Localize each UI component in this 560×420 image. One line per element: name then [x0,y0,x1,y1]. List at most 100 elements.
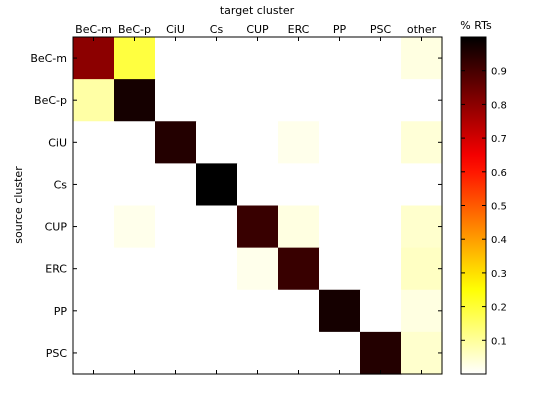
x-axis-ticks: BeC-m BeC-p CiU Cs CUP ERC PP PSC other [75,23,437,374]
heatmap-cell [114,163,156,207]
heatmap-cell [73,121,115,164]
heatmap-cell [155,247,197,291]
colorbar-tick-label: 0.7 [491,134,507,145]
heatmap-cell [278,247,320,291]
heatmap-cell [196,205,238,249]
heatmap-cell [360,247,402,291]
y-axis-label: source cluster [12,166,25,244]
x-tick-label: other [407,23,437,36]
heatmap-cell [155,289,197,333]
heatmap-cell [196,289,238,333]
heatmap-cell [401,37,443,80]
colorbar-tick-label: 0.2 [491,303,507,314]
heatmap-cell [237,205,279,249]
heatmap-cell [319,205,361,249]
y-axis-ticks: BeC-m BeC-p CiU Cs CUP ERC PP PSC [30,52,442,360]
heatmap-cell [73,331,115,375]
heatmap-cell [360,121,402,164]
colorbar-tick-label: 0.3 [491,269,507,280]
heatmap-cell [278,331,320,375]
y-tick-label: ERC [45,263,67,276]
heatmap-cell [319,37,361,80]
heatmap-cell [360,79,402,122]
heatmap-cell [196,121,238,164]
heatmap-cell [360,37,402,80]
heatmap-cell [237,37,279,80]
heatmap-cell [114,121,156,164]
heatmap-cell [114,247,156,291]
y-tick-label: CiU [48,136,67,149]
heatmap-cell [196,37,238,80]
heatmap-cell [73,37,115,80]
heatmap-cell [278,205,320,249]
y-tick-label: BeC-p [34,94,67,107]
heatmap-cell [73,163,115,207]
colorbar [460,36,487,375]
colorbar-tick-label: 0.5 [491,202,507,213]
heatmap-cell [401,121,443,164]
heatmap-cell [114,331,156,375]
heatmap-cell [278,163,320,207]
heatmap-cell [319,163,361,207]
heatmap-cell [237,289,279,333]
heatmap-cell [155,331,197,375]
heatmap-cell [360,289,402,333]
heatmap-cell [155,79,197,122]
heatmap-cell [401,205,443,249]
heatmap-cell [401,79,443,122]
heatmap-cell [73,205,115,249]
heatmap-cell [360,331,402,375]
heatmap-cell [319,247,361,291]
heatmap-cell [401,331,443,375]
y-tick-label: PP [54,305,68,318]
heatmap-cell [237,331,279,375]
heatmap-cell [319,289,361,333]
heatmap-cell [278,37,320,80]
heatmap-cell [319,121,361,164]
x-axis-label: target cluster [220,4,295,17]
colorbar-label: % RTs [460,19,492,32]
x-tick-label: CiU [166,23,185,36]
y-tick-label: CUP [45,221,68,234]
heatmap-cell [319,79,361,122]
heatmap-cell [114,79,156,122]
x-tick-label: PP [333,23,347,36]
heatmap-cell [278,121,320,164]
heatmap-cell [196,331,238,375]
heatmap-cell [196,163,238,207]
x-tick-label: BeC-m [75,23,112,36]
heatmap-cell [237,121,279,164]
heatmap-cell [114,205,156,249]
heatmap-cell [73,247,115,291]
y-tick-label: BeC-m [30,52,67,65]
heatmap-cell [155,121,197,164]
heatmap-cells [73,37,443,375]
heatmap-cell [196,79,238,122]
heatmap-cell [73,289,115,333]
heatmap-cell [114,37,156,80]
heatmap-cell [360,205,402,249]
heatmap-cell [278,79,320,122]
heatmap-cell [401,247,443,291]
colorbar-tick-label: 0.1 [491,336,507,347]
x-tick-label: PSC [370,23,392,36]
heatmap-cell [237,247,279,291]
heatmap-cell [237,163,279,207]
heatmap-cell [155,205,197,249]
colorbar-ticks: 0.1 0.2 0.3 0.4 0.5 0.6 0.7 0.8 0.9 [461,67,507,347]
x-tick-label: CUP [246,23,269,36]
heatmap-cell [319,331,361,375]
heatmap-cell [73,79,115,122]
y-tick-label: PSC [46,347,68,360]
heatmap-cell [155,163,197,207]
heatmap-cell [278,289,320,333]
heatmap-cell [114,289,156,333]
colorbar-tick-label: 0.9 [491,67,507,78]
colorbar-tick-label: 0.6 [491,168,507,179]
heatmap-cell [196,247,238,291]
colorbar-tick-label: 0.8 [491,100,507,111]
x-tick-label: BeC-p [118,23,151,36]
colorbar-tick-label: 0.4 [491,235,507,246]
y-tick-label: Cs [54,178,68,191]
